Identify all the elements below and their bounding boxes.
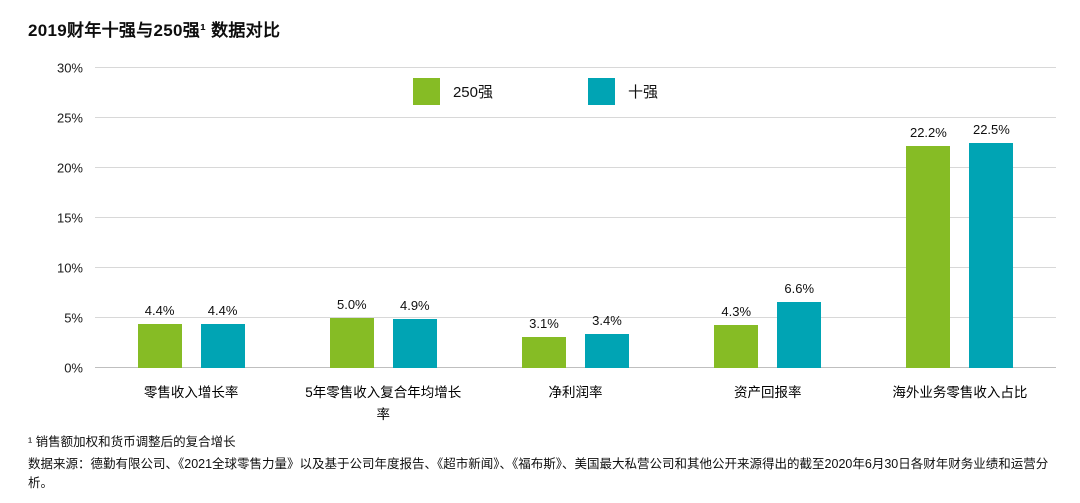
bar-250强: 4.3%: [714, 304, 759, 368]
category-cell: 5年零售收入复合年均增长率: [287, 382, 479, 427]
category-cell: 海外业务零售收入占比: [864, 382, 1056, 427]
legend-item-250强: 250强: [412, 78, 493, 105]
gridline: [95, 167, 1056, 168]
legend-swatch-icon: [412, 78, 440, 105]
bar-250强: 3.1%: [522, 316, 566, 368]
category-label: 零售收入增长率: [143, 385, 239, 400]
bars-layer: 4.4% 4.4% 5.0% 4.9% 3.1% 3.4% 4.3% 6.6% 22.2% 22.…: [95, 68, 1056, 368]
y-axis-tick: 25%: [56, 110, 83, 126]
y-axis-tick: 5%: [64, 310, 83, 326]
bar-250强: 5.0%: [329, 297, 374, 368]
bar-group: 22.2% 22.5%: [864, 68, 1056, 368]
bar-group: 3.1% 3.4%: [479, 68, 671, 368]
category-cell: 资产回报率: [672, 382, 864, 427]
legend-label: 十强: [628, 84, 659, 101]
category-label: 5年零售收入复合年均增长率: [305, 385, 462, 423]
bar-value-label: 3.4%: [592, 313, 622, 328]
footnote-1: ¹ 销售额加权和货币调整后的复合增长: [28, 435, 236, 449]
bar-250强: 22.2%: [906, 125, 951, 368]
y-axis-tick: 0%: [64, 360, 83, 376]
y-axis-tick: 20%: [56, 160, 83, 176]
legend-swatch-icon: [588, 78, 615, 105]
bar-group: 4.4% 4.4%: [95, 68, 287, 368]
category-axis: 零售收入增长率 5年零售收入复合年均增长率 净利润率 资产回报率 海外业务零售收入占比: [95, 382, 1056, 427]
category-label: 净利润率: [548, 385, 603, 400]
gridline: [95, 117, 1056, 118]
category-label: 海外业务零售收入占比: [892, 385, 1028, 400]
gridline: [95, 317, 1056, 318]
bar-value-label: 4.4%: [207, 303, 238, 318]
bar-十强: 4.9%: [392, 298, 437, 368]
bar-group: 4.3% 6.6%: [672, 68, 864, 368]
y-axis-tick: 15%: [56, 210, 83, 226]
category-label: 资产回报率: [733, 385, 802, 400]
bar-value-label: 4.4%: [144, 303, 175, 318]
gridline: [95, 267, 1056, 268]
bar-value-label: 3.1%: [529, 316, 559, 331]
bar-value-label: 4.3%: [721, 304, 752, 319]
legend-label: 250强: [452, 84, 493, 101]
y-axis-tick: 10%: [56, 260, 83, 276]
bar-value-label: 4.9%: [399, 298, 430, 313]
bar-十强: 3.4%: [585, 313, 629, 368]
bar-十强: 6.6%: [777, 281, 822, 368]
footnotes: ¹ 销售额加权和货币调整后的复合增长 数据来源：德勤有限公司、《2021全球零售…: [28, 433, 1050, 495]
bar-250强: 4.4%: [137, 303, 182, 368]
bar-value-label: 22.2%: [909, 125, 947, 140]
bar-value-label: 6.6%: [784, 281, 815, 296]
chart-title: 2019财年十强与250强¹ 数据对比: [28, 21, 281, 40]
bar-十强: 22.5%: [969, 122, 1014, 368]
gridline: [95, 217, 1056, 218]
plot-area: 0% 5% 10% 15% 20% 25% 30% 4.4% 4.4% 5.0% 4.9% 3.1% 3…: [57, 61, 1056, 376]
bar-十强: 4.4%: [200, 303, 245, 368]
legend-item-十强: 十强: [588, 78, 658, 105]
category-cell: 零售收入增长率: [95, 382, 287, 427]
bar-value-label: 22.5%: [972, 122, 1010, 137]
gridline: [95, 67, 1056, 68]
bar-value-label: 5.0%: [336, 297, 367, 312]
category-cell: 净利润率: [479, 382, 671, 427]
footnote-source: 数据来源：德勤有限公司、《2021全球零售力量》以及基于公司年度报告、《超市新闻…: [28, 456, 1049, 490]
bar-group: 5.0% 4.9%: [287, 68, 479, 368]
y-axis-tick: 30%: [56, 60, 83, 76]
chart-legend: 250强 十强: [55, 78, 1016, 105]
gridline: [95, 367, 1056, 368]
